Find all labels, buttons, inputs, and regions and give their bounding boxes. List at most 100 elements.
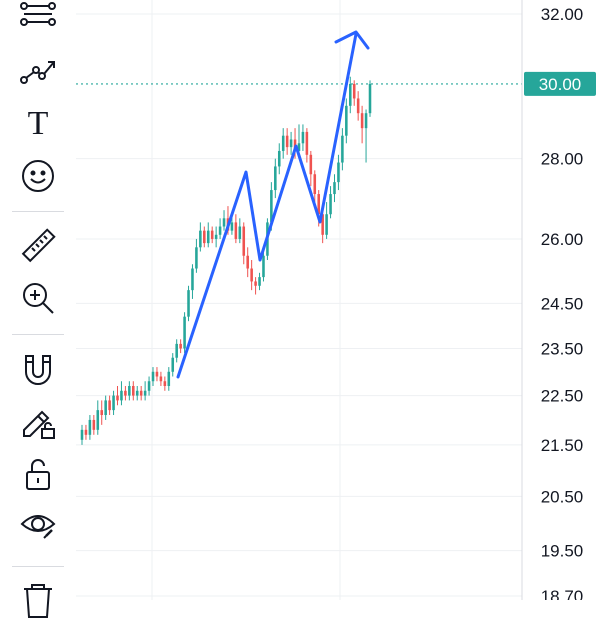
arrow-head (334, 30, 370, 50)
candle-body (230, 222, 234, 231)
candle-body (277, 150, 281, 167)
candle-body (175, 343, 178, 358)
price-tick-label: 23.50 (541, 339, 584, 358)
candle-body (80, 429, 84, 440)
candle-body (108, 400, 111, 411)
drawing-toolbar: T (0, 0, 76, 618)
candle-body (360, 113, 364, 129)
candle-body (364, 113, 368, 129)
candle-body (238, 226, 242, 239)
chart-grid (76, 0, 522, 600)
candle-body (139, 390, 143, 396)
candle-body (191, 268, 194, 291)
magnet-icon[interactable] (14, 346, 62, 394)
candle-body (124, 390, 127, 396)
candle-body (218, 226, 222, 235)
candle-body (151, 371, 155, 382)
candle-body (337, 162, 340, 183)
candle-body (305, 131, 309, 155)
candle-body (92, 419, 96, 430)
candle-body (96, 410, 100, 430)
candle-body (274, 166, 277, 191)
price-chart[interactable]: 32.00 28.00 26.00 24.50 23.50 22.50 21.50 20.50… (76, 0, 600, 600)
toolbar-separator (12, 566, 64, 567)
candle-body (195, 247, 198, 269)
candle-body (116, 395, 119, 401)
candle-body (234, 222, 238, 239)
price-tick-label: 24.50 (541, 294, 584, 313)
candle-body (183, 316, 186, 349)
ruler-icon[interactable] (14, 222, 62, 270)
candle-body (297, 143, 301, 151)
candle-body (321, 214, 324, 235)
candle-body (341, 135, 344, 163)
candle-body (254, 281, 257, 286)
candles (80, 76, 372, 445)
candle-body (84, 429, 88, 435)
candle-body (132, 385, 135, 396)
candle-body (317, 194, 320, 215)
candle-body (345, 105, 348, 136)
candle-body (210, 230, 214, 239)
candle-body (309, 154, 313, 175)
price-tick-label: 19.50 (541, 542, 584, 561)
candle-body (352, 83, 356, 99)
candle-body (199, 230, 202, 248)
path-tool-icon[interactable] (14, 48, 62, 96)
candle-body (206, 230, 210, 244)
candle-body (128, 385, 131, 396)
candle-body (159, 376, 163, 382)
price-tick-label: 22.50 (541, 387, 584, 406)
candle-body (147, 381, 151, 391)
lock-drawing-icon[interactable] (14, 398, 62, 446)
price-tick-label: 21.50 (541, 436, 584, 455)
emoji-icon[interactable] (14, 152, 62, 200)
candle-body (143, 390, 147, 396)
candle-body (281, 135, 285, 151)
candle-body (250, 268, 253, 282)
candle-body (333, 182, 336, 195)
unlock-icon[interactable] (14, 450, 62, 498)
candle-body (187, 290, 190, 317)
candle-body (155, 371, 159, 377)
price-axis[interactable]: 32.00 28.00 26.00 24.50 23.50 22.50 21.50 20.50… (521, 0, 584, 600)
candle-body (179, 343, 182, 349)
candle-body (313, 174, 317, 195)
current-price-tag: 30.00 (524, 71, 596, 96)
trash-icon[interactable] (14, 575, 62, 623)
candle-body (104, 400, 107, 416)
candle-body (171, 357, 175, 372)
price-tick-label: 20.50 (541, 487, 584, 506)
candle-body (214, 234, 218, 239)
candle-body (301, 131, 305, 144)
text-tool-glyph: T (27, 105, 49, 142)
candle-body (356, 98, 360, 114)
candle-body (285, 135, 289, 148)
toolbar-separator (12, 334, 64, 335)
candle-body (112, 395, 115, 411)
current-price-label: 30.00 (539, 75, 582, 94)
zigzag-arrow[interactable] (176, 32, 358, 379)
candle-body (246, 255, 249, 269)
candle-body (100, 410, 104, 416)
price-tick-label: 18.70 (541, 587, 584, 600)
zoom-in-icon[interactable] (14, 274, 62, 322)
text-tool-icon[interactable]: T (14, 100, 62, 148)
candle-body (242, 226, 246, 256)
candle-body (270, 190, 273, 223)
price-tick-label: 32.00 (541, 5, 584, 24)
eye-icon[interactable] (14, 500, 62, 548)
candle-body (120, 390, 123, 401)
toolbar-separator (12, 211, 64, 212)
candle-body (368, 83, 372, 114)
candle-body (135, 390, 139, 396)
trend-line-tools-icon[interactable] (14, 0, 62, 44)
price-tick-label: 26.00 (541, 230, 584, 249)
candle-body (167, 371, 171, 386)
candle-body (258, 277, 261, 286)
candle-body (289, 139, 293, 148)
candle-body (88, 419, 92, 435)
candle-body (222, 218, 226, 227)
candle-body (203, 230, 206, 244)
candle-body (325, 214, 328, 235)
